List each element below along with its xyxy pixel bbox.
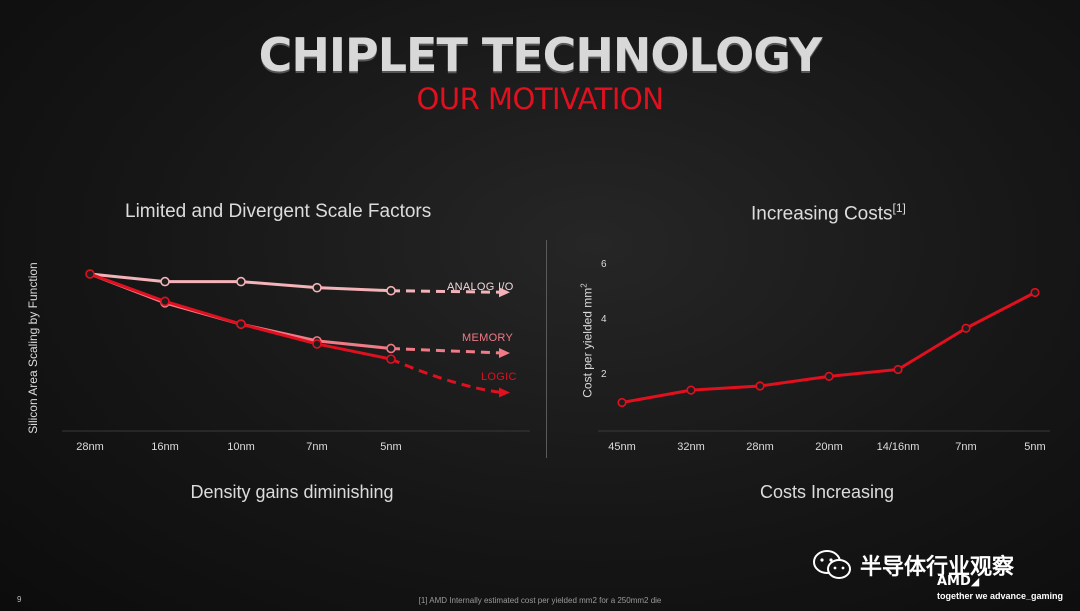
left-data-point [312, 282, 322, 293]
left-data-point [236, 319, 246, 329]
left-series-arrowhead [499, 387, 510, 398]
left-data-point [236, 276, 246, 287]
right-data-point [961, 323, 971, 333]
watermark-text: 半导体行业观察 [860, 555, 1015, 580]
left-data-point [160, 296, 170, 307]
right-x-tick-label: 5nm [1024, 441, 1046, 453]
amd-logo: AMD◢ [937, 574, 980, 589]
right-x-tick-label: 7nm [955, 441, 977, 453]
left-series-label: MEMORY [462, 332, 514, 344]
left-series-arrowhead [499, 348, 510, 359]
right-y-tick-label: 2 [601, 369, 607, 380]
right-x-tick-label: 28nm [746, 441, 774, 453]
wechat-icon [813, 550, 851, 579]
left-chart-title: Limited and Divergent Scale Factors [125, 201, 432, 222]
left-series-projection [390, 289, 503, 294]
left-x-tick-label: 28nm [76, 441, 104, 453]
right-chart-xlabel: Costs Increasing [759, 482, 895, 502]
left-data-point [85, 269, 95, 279]
left-chart-xlabel: Density gains diminishing [190, 482, 394, 502]
left-x-tick-label: 16nm [151, 441, 179, 453]
footnote: [1] AMD Internally estimated cost per yi… [418, 596, 662, 605]
chart-divider [546, 240, 547, 458]
left-x-tick-label: 5nm [380, 441, 402, 453]
left-series-label: ANALOG I/O [447, 281, 514, 293]
wechat-watermark: 半导体行业观察 [812, 549, 1014, 581]
right-data-point [893, 364, 903, 375]
page-number: 9 [17, 595, 22, 604]
right-chart-title: Increasing Costs[1] [751, 201, 906, 225]
right-series-line [621, 291, 1036, 404]
right-y-tick-label: 6 [601, 259, 607, 270]
right-data-point [755, 381, 765, 391]
left-data-point [386, 354, 396, 364]
right-data-point [1030, 287, 1040, 298]
left-series-label: LOGIC [481, 371, 517, 383]
left-x-tick-label: 10nm [227, 441, 255, 453]
right-x-tick-label: 14/16nm [876, 441, 920, 453]
left-series-projection [390, 346, 503, 355]
right-data-point [686, 385, 696, 395]
left-series-arrowhead [499, 287, 510, 298]
left-series-projection [390, 357, 503, 395]
slide-title: CHIPLET TECHNOLOGY [258, 28, 823, 82]
slide-subtitle: OUR MOTIVATION [416, 82, 664, 116]
left-data-point [386, 285, 396, 296]
left-data-point [312, 339, 322, 349]
left-x-tick-label: 7nm [306, 441, 328, 453]
left-series-line [89, 272, 392, 361]
tagline: together we advance_gaming [937, 591, 1064, 601]
left-data-point [160, 276, 170, 287]
right-data-point [617, 397, 627, 408]
right-x-tick-label: 45nm [608, 441, 636, 453]
right-x-tick-label: 32nm [677, 441, 705, 453]
left-data-point [386, 343, 396, 354]
right-y-tick-label: 4 [601, 314, 607, 325]
right-data-point [824, 371, 834, 381]
right-x-tick-label: 20nm [815, 441, 843, 453]
